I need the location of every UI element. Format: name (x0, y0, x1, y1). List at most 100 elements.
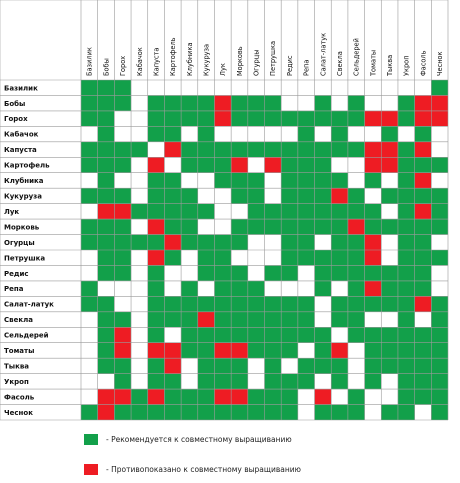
cell-recommended (331, 265, 348, 281)
cell-forbidden (164, 141, 182, 158)
cell-forbidden (214, 95, 232, 111)
row-label: Кабачок (4, 131, 39, 139)
cell-recommended (97, 250, 115, 266)
cell-recommended (147, 203, 165, 220)
cell-recommended (214, 358, 232, 374)
cell-recommended (431, 404, 448, 420)
cell-forbidden (97, 203, 115, 220)
row-label: Базилик (4, 84, 38, 92)
cell-recommended (114, 188, 132, 204)
cell-recommended (264, 141, 282, 158)
cell-recommended (281, 373, 298, 390)
cell-recommended (147, 110, 165, 127)
cell-recommended (264, 389, 282, 405)
cell-recommended (264, 404, 282, 420)
cell-recommended (281, 172, 298, 189)
cell-recommended (264, 219, 282, 235)
cell-recommended (347, 234, 365, 250)
cell-forbidden (364, 280, 382, 297)
cell-recommended (97, 265, 115, 281)
cell-recommended (197, 141, 215, 158)
row-label: Томаты (4, 347, 34, 355)
cell-recommended (297, 358, 315, 374)
cell-recommended (314, 327, 332, 343)
cell-recommended (414, 126, 432, 142)
cell-recommended (197, 157, 215, 173)
cell-recommended (181, 234, 198, 250)
column-label: Капуста (152, 48, 160, 76)
row-label: Тыква (4, 363, 29, 371)
cell-recommended (414, 219, 432, 235)
column-label: Тыква (386, 55, 394, 77)
cell-recommended (147, 234, 165, 250)
cell-recommended (364, 296, 382, 312)
cell-recommended (431, 203, 448, 220)
cell-recommended (231, 219, 248, 235)
cell-recommended (97, 296, 115, 312)
cell-recommended (81, 95, 98, 111)
cell-recommended (297, 188, 315, 204)
cell-recommended (431, 188, 448, 204)
cell-recommended (97, 157, 115, 173)
cell-recommended (347, 389, 365, 405)
cell-recommended (431, 296, 448, 312)
cell-recommended (431, 358, 448, 374)
column-label: Лук (219, 63, 227, 76)
cell-recommended (231, 296, 248, 312)
cell-recommended (164, 126, 182, 142)
cell-forbidden (114, 203, 132, 220)
cell-recommended (247, 110, 265, 127)
cell-recommended (264, 110, 282, 127)
cell-recommended (97, 311, 115, 328)
cell-recommended (181, 203, 198, 220)
cell-recommended (431, 250, 448, 266)
cell-forbidden (331, 188, 348, 204)
cell-recommended (314, 203, 332, 220)
cell-recommended (331, 234, 348, 250)
cell-recommended (297, 234, 315, 250)
cell-recommended (81, 219, 98, 235)
cell-recommended (97, 126, 115, 142)
cell-recommended (181, 95, 198, 111)
cell-recommended (264, 296, 282, 312)
row-label: Огурцы (4, 239, 35, 247)
cell-recommended (264, 358, 282, 374)
cell-recommended (231, 327, 248, 343)
cell-recommended (181, 389, 198, 405)
column-label: Базилик (86, 47, 94, 76)
cell-recommended (164, 296, 182, 312)
cell-recommended (281, 234, 298, 250)
cell-recommended (281, 311, 298, 328)
cell-recommended (147, 296, 165, 312)
cell-recommended (397, 219, 415, 235)
cell-recommended (147, 188, 165, 204)
cell-recommended (231, 141, 248, 158)
cell-recommended (314, 358, 332, 374)
cell-recommended (331, 219, 348, 235)
cell-recommended (114, 250, 132, 266)
cell-forbidden (114, 389, 132, 405)
cell-recommended (181, 141, 198, 158)
cell-recommended (331, 358, 348, 374)
cell-recommended (247, 404, 265, 420)
cell-recommended (231, 95, 248, 111)
cell-recommended (297, 219, 315, 235)
cell-recommended (281, 327, 298, 343)
cell-recommended (297, 311, 315, 328)
cell-recommended (197, 358, 215, 374)
cell-recommended (364, 373, 382, 390)
column-label: Редис (286, 55, 294, 76)
cell-recommended (397, 141, 415, 158)
cell-forbidden (231, 157, 248, 173)
legend-recommended-label: - Рекомендуется к совместному выращивани… (106, 435, 292, 444)
cell-recommended (364, 203, 382, 220)
cell-recommended (297, 157, 315, 173)
cell-recommended (397, 95, 415, 111)
cell-recommended (314, 250, 332, 266)
cell-forbidden (364, 141, 382, 158)
cell-forbidden (231, 342, 248, 359)
cell-recommended (397, 342, 415, 359)
cell-recommended (397, 265, 415, 281)
cell-recommended (131, 203, 148, 220)
cell-forbidden (414, 296, 432, 312)
